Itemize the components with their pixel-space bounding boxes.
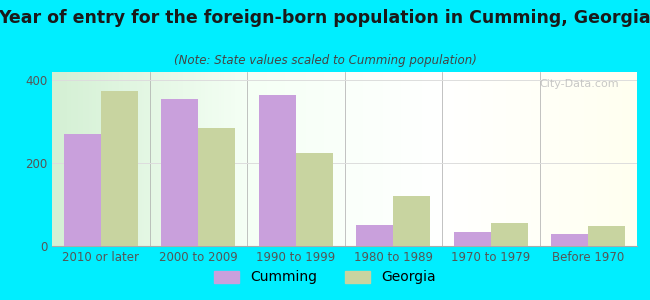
Bar — [356, 225, 393, 246]
Bar — [393, 196, 430, 246]
Bar — [198, 128, 235, 246]
Bar — [259, 95, 296, 246]
Bar — [64, 134, 101, 246]
Bar — [454, 232, 491, 246]
Bar — [161, 99, 198, 246]
Bar — [101, 91, 138, 246]
Legend: Cumming, Georgia: Cumming, Georgia — [209, 265, 441, 290]
Text: Year of entry for the foreign-born population in Cumming, Georgia: Year of entry for the foreign-born popul… — [0, 9, 650, 27]
Bar — [296, 153, 333, 246]
Bar — [588, 226, 625, 246]
Bar — [551, 234, 588, 246]
Bar — [491, 223, 528, 246]
Text: (Note: State values scaled to Cumming population): (Note: State values scaled to Cumming po… — [174, 54, 476, 67]
Text: City-Data.com: City-Data.com — [540, 79, 619, 89]
